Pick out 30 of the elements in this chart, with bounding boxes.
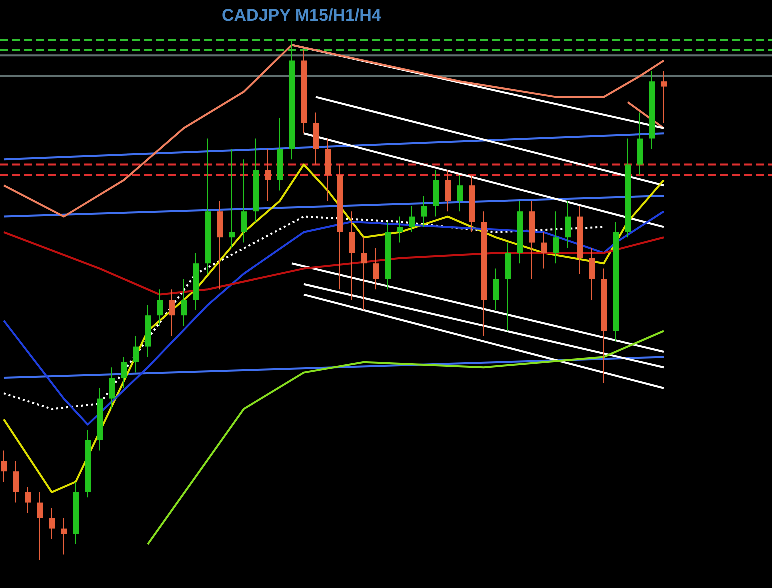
candlestick <box>409 206 415 233</box>
candlestick <box>265 148 271 202</box>
candlestick <box>25 486 31 514</box>
candlestick <box>37 492 43 560</box>
candlestick <box>589 248 595 300</box>
candlestick <box>121 356 127 389</box>
candlestick <box>1 450 7 482</box>
candlestick <box>361 237 367 311</box>
candlestick <box>349 211 355 300</box>
chart-title: CADJPY M15/H1/H4 <box>222 6 382 26</box>
candlestick <box>565 200 571 248</box>
candlestick <box>445 170 451 212</box>
candlestick <box>13 460 19 504</box>
candlestick <box>229 148 235 248</box>
candlestick <box>49 508 55 540</box>
candlestick <box>421 196 427 228</box>
candlestick <box>457 174 463 212</box>
candlestick <box>181 278 187 326</box>
candlestick <box>109 367 115 410</box>
candlestick <box>157 289 163 326</box>
candlestick <box>169 289 175 337</box>
candlestick <box>553 211 559 264</box>
candlestick <box>661 70 667 124</box>
candlestick <box>133 336 139 374</box>
candlestick <box>397 216 403 244</box>
candlestick <box>373 248 379 290</box>
candlestick <box>493 268 499 311</box>
candlestick <box>241 159 247 244</box>
candlestick <box>61 518 67 556</box>
candlestick <box>541 232 547 270</box>
